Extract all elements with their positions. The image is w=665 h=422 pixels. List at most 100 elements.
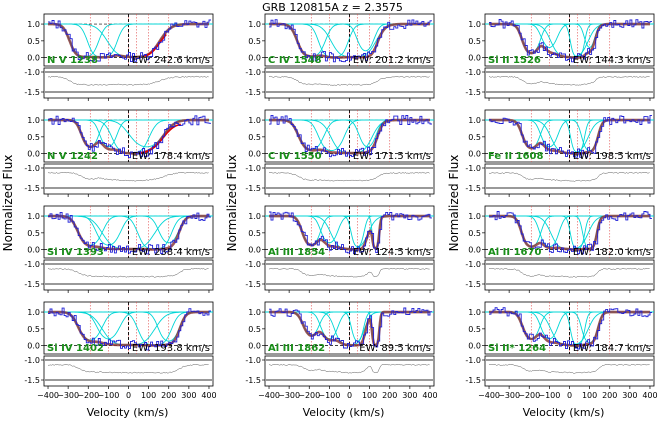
flux-tick-label: 0.5	[27, 325, 40, 334]
model-curve	[489, 22, 650, 59]
flux-tick-label: 0.0	[468, 342, 481, 351]
flux-tick-label: 1.0	[468, 308, 481, 317]
flux-tick-label: 0.5	[468, 133, 481, 142]
ion-label: Al III 1854	[268, 247, 325, 258]
flux-data	[489, 307, 652, 350]
flux-tick-label: 0.0	[468, 150, 481, 159]
x-tick-label: 400	[201, 391, 216, 400]
error-spectrum	[488, 171, 650, 182]
flux-tick-label: 1.0	[27, 20, 40, 29]
equivalent-width: EW: 124.5 km/s	[353, 247, 431, 258]
error-spectrum	[268, 75, 430, 86]
x-tick-label: 100	[362, 391, 377, 400]
error-tick-label: -1.5	[24, 280, 40, 289]
x-tick-label: 300	[622, 391, 637, 400]
error-tick-label: -1.0	[465, 260, 481, 269]
flux-tick-label: 0.5	[248, 133, 261, 142]
equivalent-width: EW: 201.2 km/s	[353, 55, 431, 66]
ion-label: Al II 1670	[488, 247, 541, 258]
flux-data	[269, 114, 432, 158]
equivalent-width: EW: 171.5 km/s	[353, 151, 431, 162]
x-axis-label-3: Velocity (km/s)	[522, 406, 605, 419]
error-tick-label: -1.0	[24, 260, 40, 269]
equivalent-width: EW: 89.5 km/s	[359, 343, 431, 354]
x-tick-label: 300	[402, 391, 417, 400]
ion-label: Si IV 1402	[47, 343, 104, 354]
error-tick-label: -1.5	[465, 184, 481, 193]
error-tick-label: -1.5	[24, 184, 40, 193]
equivalent-width: EW: 238.4 km/s	[132, 247, 210, 258]
x-tick-label: −300	[278, 391, 300, 400]
error-spectrum	[47, 75, 209, 86]
flux-tick-label: 1.0	[468, 212, 481, 221]
flux-tick-label: 0.0	[248, 342, 261, 351]
ion-label: Si II* 1264	[488, 343, 546, 354]
x-tick-label: −400	[37, 391, 59, 400]
ion-label: Fe II 1608	[488, 151, 543, 162]
error-tick-label: -1.0	[24, 356, 40, 365]
error-tick-label: -1.0	[24, 164, 40, 173]
equivalent-width: EW: 184.7 km/s	[573, 343, 651, 354]
x-tick-label: 300	[181, 391, 196, 400]
flux-data	[48, 19, 211, 63]
error-tick-label: -1.0	[245, 356, 261, 365]
x-tick-label: 0	[126, 391, 131, 400]
ion-label: Si IV 1393	[47, 247, 104, 258]
ion-label: Si II 1526	[488, 55, 541, 66]
x-tick-label: −300	[57, 391, 79, 400]
x-tick-label: 0	[567, 391, 572, 400]
panel-fe-ii-1608: 0.0 0.5 1.0 -1.0 -1.5 Fe II 1608 EW: 198.5 km/…	[465, 109, 655, 197]
panel-n-v-1242: 0.0 0.5 1.0 -1.0 -1.5 N V 1242 EW: 178.4 km/s	[24, 109, 214, 197]
x-tick-label: −200	[298, 391, 320, 400]
x-tick-label: 200	[382, 391, 397, 400]
ion-label: C IV 1550	[268, 151, 322, 162]
flux-data	[269, 211, 432, 254]
x-tick-label: −100	[318, 391, 340, 400]
x-tick-label: −200	[518, 391, 540, 400]
error-tick-label: -1.5	[465, 376, 481, 385]
panel-al-ii-1670: 0.0 0.5 1.0 -1.0 -1.5 Al II 1670 EW: 182.0 km/…	[465, 205, 655, 293]
flux-tick-label: 1.0	[248, 212, 261, 221]
flux-data	[48, 115, 211, 159]
flux-data	[269, 307, 432, 349]
flux-data	[489, 19, 652, 63]
panel-n-v-1238: 0.0 0.5 1.0 -1.0 -1.5 N V 1238 EW: 242.6 km/s	[24, 13, 214, 101]
flux-tick-label: 0.5	[27, 229, 40, 238]
error-spectrum	[48, 364, 209, 374]
x-tick-label: 200	[602, 391, 617, 400]
panel-al-iii-1854: 0.0 0.5 1.0 -1.0 -1.5 Al III 1854 EW: 124.5 km…	[245, 205, 435, 293]
fit-curve	[144, 33, 167, 57]
flux-data	[48, 307, 211, 351]
equivalent-width: EW: 242.6 km/s	[132, 55, 210, 66]
error-spectrum	[48, 171, 209, 182]
error-spectrum	[488, 363, 650, 374]
flux-tick-label: 1.0	[468, 20, 481, 29]
x-tick-label: 100	[141, 391, 156, 400]
error-tick-label: -1.0	[465, 68, 481, 77]
flux-tick-label: 1.0	[248, 116, 261, 125]
panel-si-ii-1264: 0.0 0.5 1.0 -1.0 -1.5 −400−300−200−100 0 100 200…	[465, 301, 658, 400]
panel-al-iii-1862: 0.0 0.5 1.0 -1.0 -1.5 −400−300−200−100 0 100 200…	[245, 301, 438, 400]
flux-tick-label: 0.0	[468, 246, 481, 255]
flux-tick-label: 0.0	[27, 246, 40, 255]
panel-c-iv-1550: 0.0 0.5 1.0 -1.0 -1.5 C IV 1550 EW: 171.5 km/s	[245, 109, 435, 197]
figure-title: GRB 120815A z = 2.3575	[262, 1, 403, 14]
error-spectrum	[47, 268, 209, 278]
flux-tick-label: 0.5	[248, 229, 261, 238]
flux-tick-label: 0.5	[248, 325, 261, 334]
error-tick-label: -1.5	[245, 88, 261, 97]
x-tick-label: 200	[161, 391, 176, 400]
error-tick-label: -1.0	[245, 68, 261, 77]
error-tick-label: -1.5	[245, 376, 261, 385]
flux-tick-label: 0.0	[27, 54, 40, 63]
flux-data	[489, 114, 652, 158]
error-tick-label: -1.5	[245, 280, 261, 289]
flux-tick-label: 0.0	[27, 342, 40, 351]
equivalent-width: EW: 182.0 km/s	[573, 247, 651, 258]
panel-si-iv-1393: 0.0 0.5 1.0 -1.0 -1.5 Si IV 1393 EW: 238.4 km/…	[24, 205, 214, 293]
flux-tick-label: 0.0	[248, 54, 261, 63]
flux-data	[48, 211, 211, 255]
flux-data	[489, 211, 652, 255]
error-tick-label: -1.0	[465, 356, 481, 365]
error-tick-label: -1.5	[24, 88, 40, 97]
